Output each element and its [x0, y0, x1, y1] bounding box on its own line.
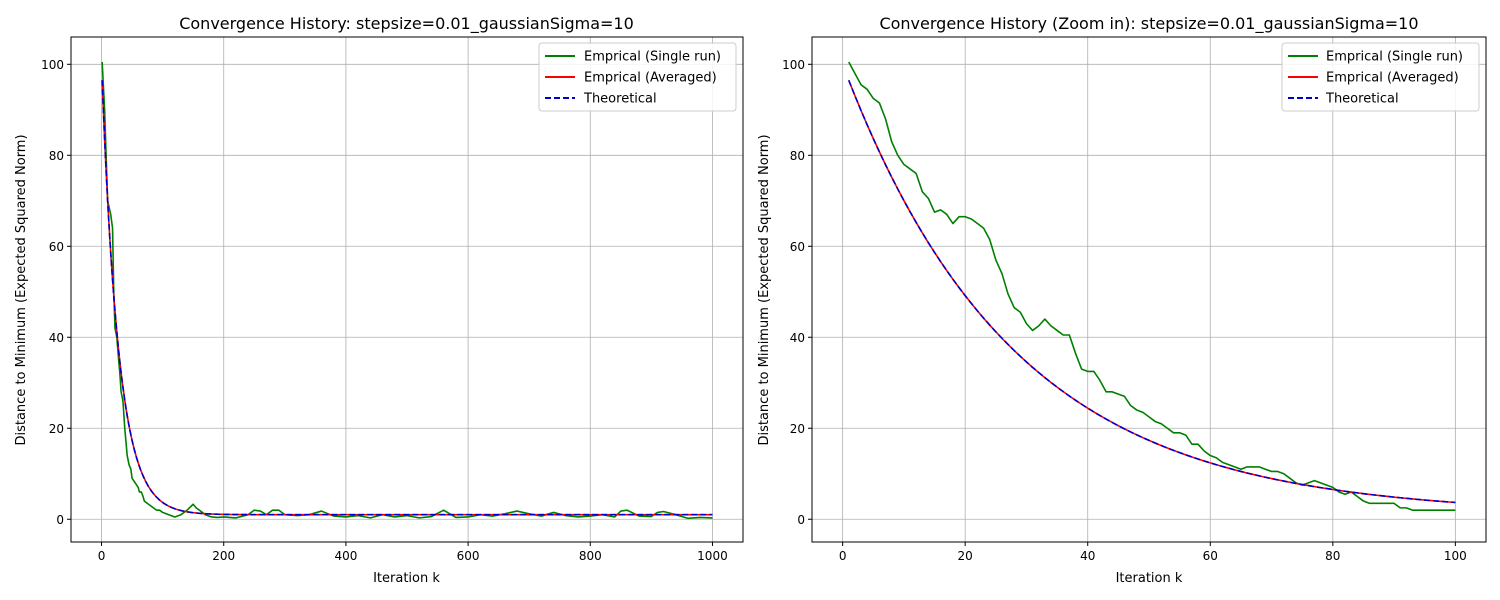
x-tick-label: 20: [958, 549, 973, 563]
x-tick-label: 800: [579, 549, 602, 563]
right-chart-y-axis-label: Distance to Minimum (Expected Squared No…: [757, 134, 772, 445]
right-series-line-single-run: [848, 61, 1456, 511]
y-tick-label: 80: [790, 149, 805, 163]
y-tick-label: 0: [56, 513, 64, 527]
y-tick-label: 60: [790, 240, 805, 254]
y-tick-label: 40: [49, 331, 64, 345]
x-tick-label: 60: [1203, 549, 1218, 563]
y-tick-label: 20: [790, 422, 805, 436]
left-legend-label-single-run: Emprical (Single run): [584, 50, 721, 65]
left-legend-box: [538, 42, 737, 112]
right-chart: Convergence History (Zoom in): stepsize=…: [757, 14, 1487, 586]
x-tick-label: 600: [457, 549, 480, 563]
x-tick-label: 200: [212, 549, 235, 563]
left-chart: Convergence History: stepsize=0.01_gauss…: [14, 14, 744, 586]
left-legend-label-theoretical: Theoretical: [583, 92, 657, 107]
left-chart-title: Convergence History: stepsize=0.01_gauss…: [179, 14, 634, 34]
x-tick-label: 400: [334, 549, 357, 563]
right-legend-box: [1281, 42, 1480, 112]
left-series-line-theoretical: [101, 80, 713, 516]
right-chart-frame: [811, 36, 1487, 543]
y-tick-label: 0: [797, 513, 805, 527]
y-tick-label: 100: [41, 58, 64, 72]
left-chart-legend: Emprical (Single run) Emprical (Averaged…: [538, 42, 737, 112]
x-tick-label: 100: [1444, 549, 1467, 563]
right-chart-title: Convergence History (Zoom in): stepsize=…: [879, 14, 1418, 34]
left-chart-y-axis-label: Distance to Minimum (Expected Squared No…: [14, 134, 29, 445]
left-chart-frame: [70, 36, 744, 543]
left-legend-label-averaged: Emprical (Averaged): [584, 71, 717, 86]
y-tick-label: 80: [49, 149, 64, 163]
right-chart-legend: Emprical (Single run) Emprical (Averaged…: [1281, 42, 1480, 112]
right-legend-label-averaged: Emprical (Averaged): [1326, 71, 1459, 86]
x-tick-label: 1000: [697, 549, 728, 563]
right-legend-label-theoretical: Theoretical: [1325, 92, 1399, 107]
right-chart-x-axis-label: Iteration k: [1116, 571, 1183, 586]
y-tick-label: 20: [49, 422, 64, 436]
y-tick-label: 60: [49, 240, 64, 254]
x-tick-label: 80: [1325, 549, 1340, 563]
right-legend-label-single-run: Emprical (Single run): [1326, 50, 1463, 65]
y-tick-label: 40: [790, 331, 805, 345]
x-tick-label: 40: [1080, 549, 1095, 563]
x-tick-label: 0: [98, 549, 106, 563]
x-tick-label: 0: [839, 549, 847, 563]
right-series-line-theoretical: [848, 79, 1456, 504]
y-tick-label: 100: [782, 58, 805, 72]
left-chart-x-axis-label: Iteration k: [373, 571, 440, 586]
